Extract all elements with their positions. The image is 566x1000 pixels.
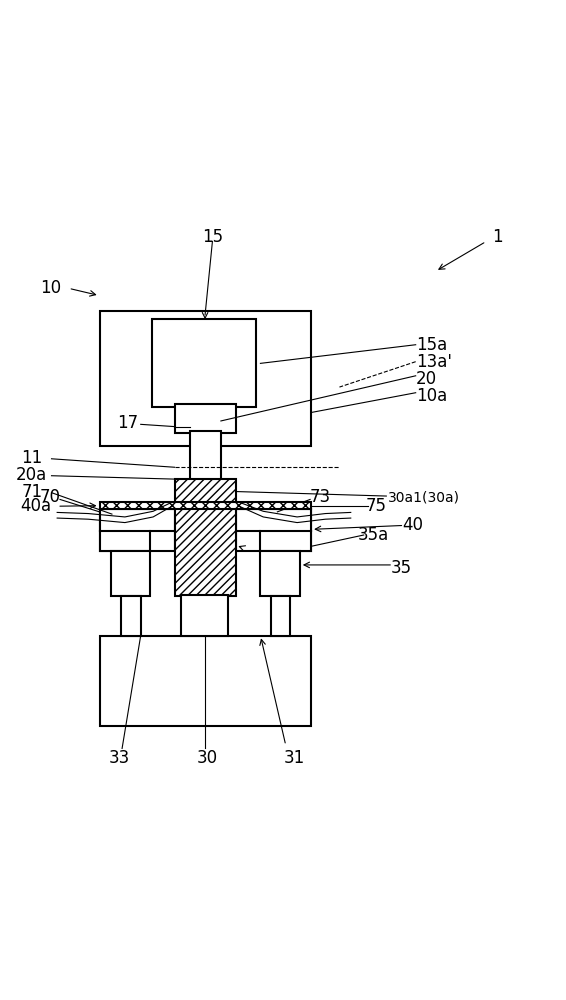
Bar — [100, 311, 311, 446]
Bar — [174, 479, 235, 503]
Text: 71: 71 — [21, 483, 42, 501]
Bar — [181, 595, 228, 636]
Text: 30: 30 — [196, 749, 217, 767]
Bar — [111, 551, 151, 596]
Text: 31: 31 — [284, 749, 305, 767]
Text: 10: 10 — [40, 279, 61, 297]
Text: 1: 1 — [492, 228, 503, 246]
Text: 15a: 15a — [415, 336, 447, 354]
Bar — [100, 502, 311, 509]
Bar — [100, 636, 311, 726]
Text: 15: 15 — [202, 228, 223, 246]
Text: 40a: 40a — [21, 497, 52, 515]
Text: 70: 70 — [40, 488, 61, 506]
Bar — [190, 431, 221, 480]
Bar — [152, 319, 256, 407]
Polygon shape — [235, 509, 311, 531]
Bar — [121, 596, 141, 636]
Text: 33: 33 — [109, 749, 130, 767]
Text: 35a: 35a — [358, 526, 389, 544]
Text: 73: 73 — [309, 488, 331, 506]
Bar — [235, 509, 311, 551]
Text: 75: 75 — [366, 497, 387, 515]
Text: 20: 20 — [415, 370, 437, 388]
Polygon shape — [260, 531, 311, 551]
Text: 35: 35 — [391, 559, 412, 577]
Text: 20a: 20a — [16, 466, 48, 484]
Text: 30a1(30a): 30a1(30a) — [388, 490, 460, 504]
Bar — [174, 404, 235, 433]
Polygon shape — [100, 509, 174, 531]
Text: 10a: 10a — [415, 387, 447, 405]
Text: 13a': 13a' — [415, 353, 452, 371]
Bar — [260, 551, 300, 596]
Text: 17: 17 — [117, 414, 138, 432]
Bar — [174, 503, 235, 596]
Polygon shape — [100, 531, 151, 551]
Text: 11: 11 — [21, 449, 42, 467]
Text: 40: 40 — [402, 516, 423, 534]
Bar — [100, 509, 174, 551]
Bar — [271, 596, 290, 636]
